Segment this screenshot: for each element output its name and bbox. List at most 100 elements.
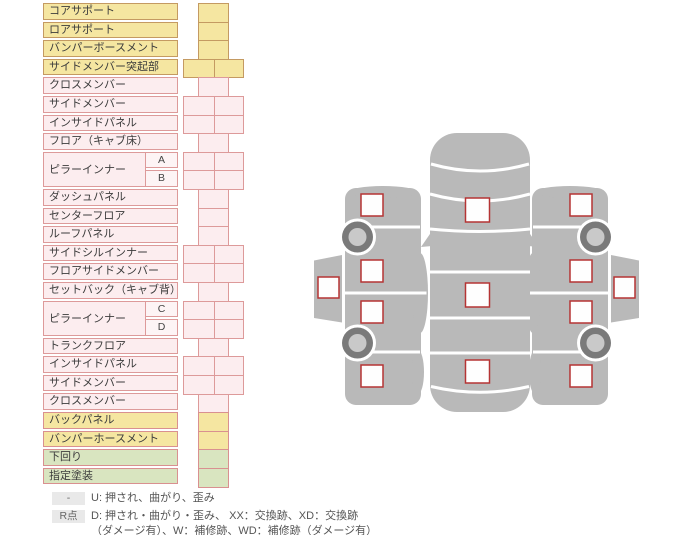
damage-grid-cell[interactable] (198, 189, 229, 209)
marker-slot[interactable] (360, 364, 384, 388)
part-label: バンパーホースメント (43, 430, 178, 448)
damage-grid-cell-half[interactable] (184, 246, 214, 264)
part-label: クロスメンバー (43, 77, 178, 94)
damage-grid-cell[interactable] (198, 468, 229, 488)
part-sub-label: B (145, 170, 178, 187)
part-sub-label: C (145, 300, 178, 318)
part-label: サイドシルインナー (43, 244, 178, 262)
right-mirror-icon (528, 231, 539, 247)
damage-grid-cell-half[interactable] (184, 171, 214, 189)
part-label: 下回り (43, 449, 178, 466)
damage-grid-cell-half[interactable] (213, 301, 244, 320)
damage-grid-cell-half[interactable] (184, 264, 214, 282)
damage-grid-cell[interactable] (183, 244, 244, 265)
legend-badge-dash: - (52, 492, 85, 505)
rear-wheel-icon (339, 324, 376, 362)
damage-grid-cell-half[interactable] (213, 264, 244, 282)
part-label: ロアサポート (43, 21, 178, 39)
damage-grid-cell-half[interactable] (213, 115, 244, 134)
part-label: サイドメンバー突起部 (43, 58, 178, 76)
marker-slot[interactable] (464, 282, 491, 308)
part-row-split: ピラーインナー C D (43, 300, 178, 336)
damage-grid-cell[interactable] (183, 58, 244, 79)
legend-text-line2: D: 押され・曲がり・歪み、 XX：交換跡、XD：交換跡 (91, 510, 359, 522)
legend: - U: 押され、曲がり、歪み R点 D: 押され・曲がり・歪み、 XX：交換跡… (52, 491, 377, 535)
part-label: 指定塗装 (43, 467, 178, 485)
damage-grid-cell-half[interactable] (184, 302, 214, 320)
part-label: クロスメンバー (43, 393, 178, 411)
left-side-car-view (314, 186, 428, 405)
damage-grid-cell-half[interactable] (213, 97, 244, 115)
damage-grid-cell[interactable] (183, 356, 244, 376)
damage-grid-cell-half[interactable] (184, 376, 214, 394)
damage-grid-cell[interactable] (183, 375, 244, 395)
damage-grid-cell[interactable] (198, 133, 229, 153)
damage-grid-cell-half[interactable] (213, 245, 244, 264)
damage-grid-cell[interactable] (198, 449, 229, 469)
damage-grid-cell[interactable] (183, 319, 244, 339)
marker-slot[interactable] (464, 197, 491, 223)
damage-grid-cell-half[interactable] (184, 357, 214, 375)
left-mirror-icon (421, 231, 432, 247)
damage-grid-cell-half[interactable] (184, 97, 214, 115)
part-label: ルーフパネル (43, 226, 178, 243)
part-label: フロアサイドメンバー (43, 263, 178, 280)
part-label: バンパーボースメント (43, 40, 178, 57)
damage-grid-cell-half[interactable] (184, 116, 214, 134)
legend-row-rpoint: R点 D: 押され・曲がり・歪み、 XX：交換跡、XD：交換跡 （ダメージ有）、… (52, 509, 377, 535)
damage-grid-cell-half[interactable] (213, 357, 244, 375)
parts-label-column: コアサポート ロアサポート バンパーボースメント サイドメンバー突起部 クロスメンバーサ… (43, 3, 178, 486)
damage-grid-cell[interactable] (183, 263, 244, 283)
marker-slot[interactable] (360, 259, 384, 283)
damage-grid-cell[interactable] (198, 282, 229, 302)
damage-grid-cell[interactable] (198, 430, 229, 451)
damage-grid-cell[interactable] (198, 337, 229, 358)
part-label: インサイドパネル (43, 356, 178, 373)
part-label: サイドメンバー (43, 374, 178, 392)
damage-grid-cell-half[interactable] (184, 60, 214, 78)
part-row-split: ピラーインナー A B (43, 151, 178, 187)
damage-grid-cell[interactable] (183, 96, 244, 116)
damage-grid-cell-half[interactable] (213, 59, 244, 78)
damage-grid-cell[interactable] (198, 207, 229, 228)
part-label: サイドメンバー (43, 95, 178, 113)
part-label: コアサポート (43, 3, 178, 20)
legend-badge-rpoint: R点 (52, 510, 85, 523)
damage-grid-cell[interactable] (198, 393, 229, 414)
damage-grid-cell-half[interactable] (213, 376, 244, 394)
damage-grid-cell[interactable] (183, 170, 244, 190)
damage-grid-cell[interactable] (183, 300, 244, 321)
marker-slot[interactable] (317, 276, 340, 299)
marker-slot[interactable] (464, 359, 491, 384)
damage-grid-cell[interactable] (198, 21, 229, 42)
damage-grid-cell-half[interactable] (213, 171, 244, 189)
damage-grid-cell[interactable] (198, 40, 229, 60)
marker-slot[interactable] (360, 193, 384, 217)
damage-grid-cell[interactable] (183, 151, 244, 172)
legend-text-u: U: 押され、曲がり、歪み (91, 492, 215, 504)
damage-grid-cell[interactable] (198, 412, 229, 432)
legend-text-rpoint: D: 押され・曲がり・歪み、 XX：交換跡、XD：交換跡 （ダメージ有）、W：補… (91, 509, 377, 535)
damage-grid-cell[interactable] (198, 77, 229, 97)
front-wheel-icon (339, 218, 376, 256)
damage-grid-cell-half[interactable] (184, 320, 214, 338)
damage-grid-cell-half[interactable] (184, 153, 214, 171)
part-label: フロア（キャブ床） (43, 133, 178, 150)
damage-grid-cell[interactable] (198, 226, 229, 246)
right-side-car-view[interactable] (523, 184, 641, 407)
part-label: ダッシュパネル (43, 188, 178, 206)
top-view-car (421, 133, 539, 412)
legend-text-line3: （ダメージ有）、W：補修跡、WD：補修跡（ダメージ有） (91, 525, 378, 535)
damage-grid-cell[interactable] (183, 114, 244, 135)
part-label: インサイドパネル (43, 114, 178, 132)
marker-slot[interactable] (360, 300, 384, 324)
damage-grid-cell-half[interactable] (213, 320, 244, 338)
part-label: ピラーインナー (43, 151, 146, 187)
damage-grid-cell[interactable] (198, 3, 229, 23)
damage-grid-cell-half[interactable] (213, 152, 244, 171)
part-sub-label: D (145, 319, 178, 336)
part-label: ピラーインナー (43, 300, 146, 336)
part-sub-label: A (145, 151, 178, 169)
part-label: トランクフロア (43, 337, 178, 355)
